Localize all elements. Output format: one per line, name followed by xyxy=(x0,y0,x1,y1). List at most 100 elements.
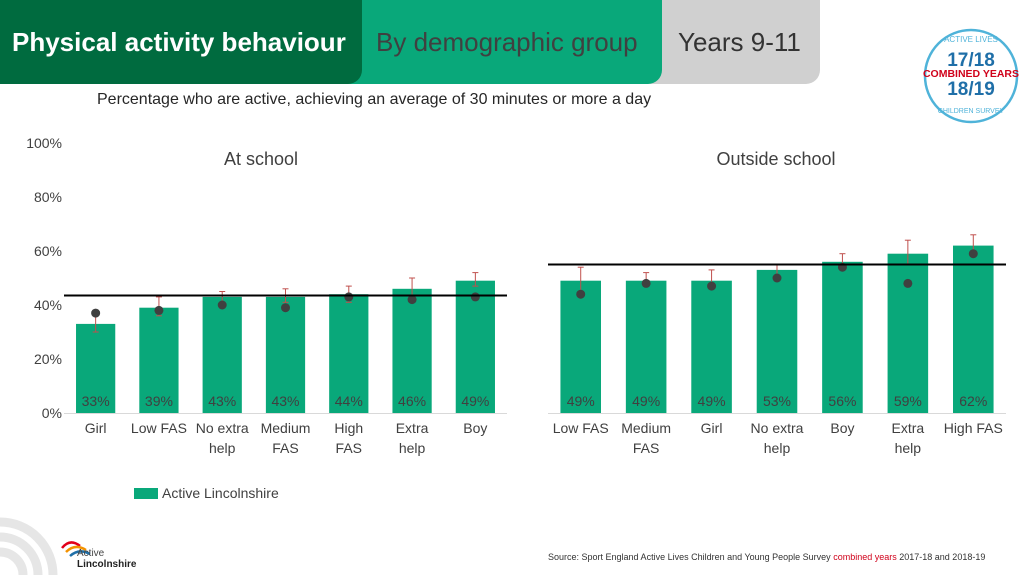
category-label-line: Medium xyxy=(261,420,311,436)
category-label-line: No extra xyxy=(751,420,804,436)
comparison-point xyxy=(576,289,586,299)
category-label: Extra help xyxy=(396,420,429,456)
badge-bottom-text: CHILDREN SURVEY xyxy=(938,108,1005,115)
category-label: High FAS xyxy=(944,420,1003,436)
badge-top-text: ACTIVE LIVES xyxy=(944,35,998,44)
y-tick-label: 100% xyxy=(26,135,62,151)
category-label-line: FAS xyxy=(633,440,659,456)
source-prefix: Source: Sport England Active Lives Child… xyxy=(548,552,831,562)
bar xyxy=(392,288,432,413)
data-label: 43% xyxy=(208,393,236,409)
data-label: 49% xyxy=(461,393,489,409)
bar xyxy=(822,261,863,413)
badge-banner: COMBINED YEARS xyxy=(923,68,1019,80)
category-label-line: help xyxy=(764,440,791,456)
bar xyxy=(887,253,929,413)
comparison-point xyxy=(407,295,417,305)
category-label: Boy xyxy=(463,420,487,436)
bar xyxy=(329,294,369,413)
comparison-point xyxy=(344,292,354,302)
logo-text: Active Lincolnshire xyxy=(77,548,136,570)
comparison-point xyxy=(470,292,480,302)
data-label: 33% xyxy=(82,393,110,409)
legend-swatch xyxy=(134,487,158,499)
category-label-line: Low FAS xyxy=(553,420,609,436)
category-label: Medium FAS xyxy=(261,420,311,456)
bar xyxy=(455,280,495,413)
data-label: 59% xyxy=(894,393,922,409)
bar xyxy=(202,296,242,413)
comparison-point xyxy=(772,273,782,283)
logo-line1: Active xyxy=(77,548,105,559)
category-label-line: Boy xyxy=(830,420,854,436)
tab-demographic-group[interactable]: By demographic group xyxy=(345,0,662,84)
category-label: Boy xyxy=(830,420,854,436)
category-label: Low FAS xyxy=(131,420,187,436)
category-label-line: No extra xyxy=(196,420,249,436)
data-label: 49% xyxy=(698,393,726,409)
category-label-line: Low FAS xyxy=(131,420,187,436)
category-label-line: help xyxy=(895,440,922,456)
category-label-line: Extra xyxy=(396,420,429,436)
category-label: Extra help xyxy=(892,420,925,456)
y-tick-label: 40% xyxy=(34,297,62,313)
comparison-point xyxy=(217,300,227,310)
comparison-point xyxy=(91,308,101,318)
category-label-line: help xyxy=(399,440,426,456)
data-label: 49% xyxy=(632,393,660,409)
category-label-line: FAS xyxy=(336,440,362,456)
panel-title: At school xyxy=(224,149,298,169)
category-label-line: High xyxy=(334,420,363,436)
bar xyxy=(691,280,732,413)
tab-years[interactable]: Years 9-11 xyxy=(640,0,820,84)
data-label: 43% xyxy=(271,393,299,409)
category-label-line: Medium xyxy=(621,420,671,436)
bar xyxy=(139,307,179,413)
category-label-line: Extra xyxy=(892,420,925,436)
comparison-point xyxy=(903,278,913,288)
badge-year2: 18/19 xyxy=(947,79,995,100)
data-label: 46% xyxy=(398,393,426,409)
y-tick-label: 60% xyxy=(34,243,62,259)
active-lives-badge: ACTIVE LIVES 17/18 COMBINED YEARS 18/19 … xyxy=(923,28,1019,124)
data-label: 49% xyxy=(567,393,595,409)
source-highlight: combined years xyxy=(833,552,897,562)
panel-title: Outside school xyxy=(716,149,835,169)
category-label-line: Girl xyxy=(701,420,723,436)
comparison-point xyxy=(707,281,717,291)
comparison-point xyxy=(641,278,651,288)
category-label: High FAS xyxy=(334,420,363,456)
bar xyxy=(953,245,994,413)
tab-physical-activity[interactable]: Physical activity behaviour xyxy=(0,0,362,84)
badge-year1: 17/18 xyxy=(947,50,995,71)
bar xyxy=(265,296,306,413)
category-label: Medium FAS xyxy=(621,420,671,456)
comparison-point xyxy=(281,303,290,313)
category-label-line: help xyxy=(209,440,236,456)
tab-years-label: Years 9-11 xyxy=(678,26,801,57)
logo-line2: Lincolnshire xyxy=(77,559,137,570)
category-label-line: Girl xyxy=(85,420,107,436)
y-tick-label: 80% xyxy=(34,189,62,205)
category-label-line: High FAS xyxy=(944,420,1003,436)
data-label: 53% xyxy=(763,393,791,409)
y-tick-label: 20% xyxy=(34,351,62,367)
category-label: Low FAS xyxy=(553,420,609,436)
category-label-line: FAS xyxy=(272,440,298,456)
data-label: 62% xyxy=(959,393,987,409)
category-label-line: Boy xyxy=(463,420,487,436)
category-label: Girl xyxy=(85,420,107,436)
data-label: 39% xyxy=(145,393,173,409)
comparison-point xyxy=(154,305,164,315)
y-tick-label: 0% xyxy=(42,405,62,421)
chart-legend: Active Lincolnshire xyxy=(134,485,279,501)
data-label: 44% xyxy=(335,393,363,409)
chart-subtitle: Percentage who are active, achieving an … xyxy=(97,91,652,108)
tab-demographic-label: By demographic group xyxy=(376,26,638,57)
source-note: Source: Sport England Active Lives Child… xyxy=(548,552,985,562)
tab-physical-activity-label: Physical activity behaviour xyxy=(12,26,346,57)
bar xyxy=(76,323,116,413)
comparison-point xyxy=(968,249,978,259)
category-label: No extra help xyxy=(751,420,804,456)
category-label: Girl xyxy=(701,420,723,436)
